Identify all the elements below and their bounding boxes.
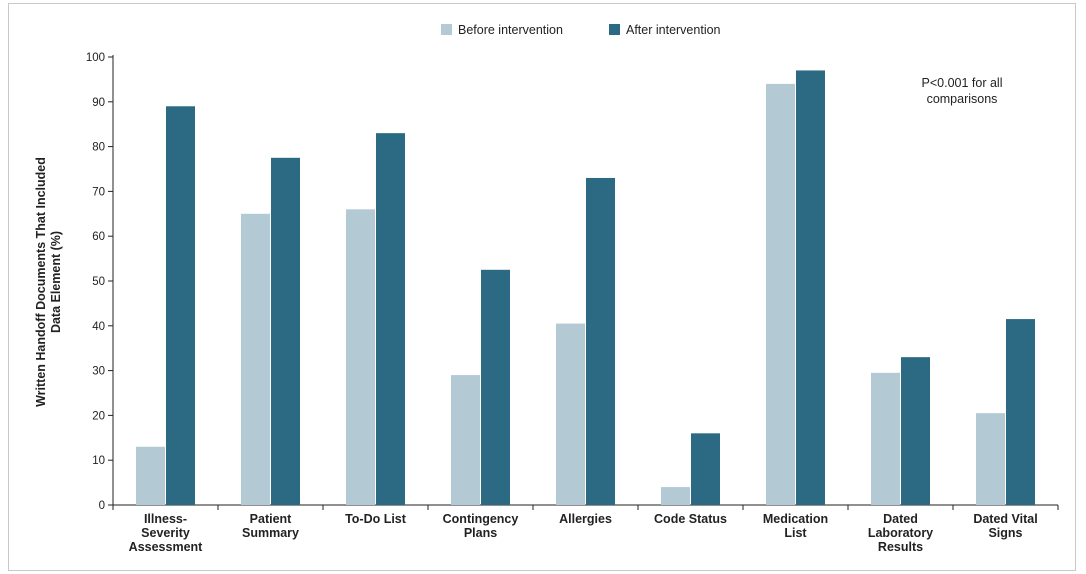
bar-before [346,209,375,505]
bars [136,70,1035,506]
legend-swatch [441,24,452,35]
bar-before [661,487,690,505]
bar-after [901,357,930,505]
bar-before [241,213,270,506]
y-tick-label: 70 [92,186,105,198]
y-tick-label: 60 [92,231,105,243]
annotation-text: P<0.001 for all comparisons [922,76,1003,106]
y-tick-label: 80 [92,142,105,154]
y-tick-label: 90 [92,97,105,109]
bar-after [586,177,615,505]
bar-before [451,375,480,505]
y-tick-label: 10 [92,455,105,467]
legend-label: Before intervention [458,23,563,37]
bar-after [166,106,195,505]
category-label: Dated Vital Signs [973,512,1037,540]
bar-after [1006,319,1035,505]
category-label: Patient Summary [242,512,299,540]
y-tick-label: 0 [99,500,105,512]
bar-before [556,323,585,505]
category-label: Dated Laboratory Results [868,512,933,554]
bar-before [766,83,795,505]
category-label: Allergies [559,512,612,526]
category-label: Contingency Plans [443,512,519,540]
legend-swatch [609,24,620,35]
legend-label: After intervention [626,23,721,37]
bar-after [271,157,300,506]
bar-after [796,70,825,505]
category-label: Illness-Severity Assessment [129,512,203,554]
y-tick-label: 20 [92,410,105,422]
y-axis-title: Written Handoff Documents That IncludedD… [34,157,63,407]
category-label: Code Status [654,512,727,526]
y-tick-label: 30 [92,366,105,378]
y-axis-label: Written Handoff Documents That IncludedD… [34,157,63,407]
bar-after [481,269,510,505]
category-labels: Illness-Severity Assessment Patient Summary… [129,512,1038,554]
axes: 0 10 20 30 40 50 60 70 80 90 100 [86,52,1059,512]
category-label: Medication List [763,512,828,540]
category-label: To-Do List [345,512,407,526]
significance-annotation: P<0.001 for all comparisons [922,76,1003,106]
bar-before [976,413,1005,505]
bar-before [136,446,165,505]
legend: Before intervention After intervention [441,23,721,37]
bar-after [376,133,405,505]
y-tick-label: 40 [92,321,105,333]
bar-before [871,372,900,505]
y-tick-label: 100 [86,52,105,64]
y-tick-label: 50 [92,276,105,288]
bar-after [691,433,720,505]
